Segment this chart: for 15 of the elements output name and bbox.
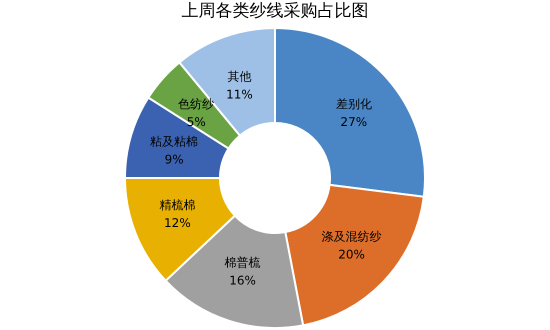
- data-label: 5%: [186, 114, 206, 129]
- slice-label: 其他: [227, 69, 252, 84]
- data-label: 16%: [229, 274, 256, 288]
- data-label: 11%: [226, 87, 253, 102]
- data-label: 12%: [164, 216, 191, 230]
- data-label: 27%: [340, 114, 368, 129]
- slice-label: 粘及粘棉: [150, 134, 198, 149]
- chart-title: 上周各类纱线采购占比图: [182, 1, 368, 21]
- data-label: 9%: [164, 152, 184, 167]
- slice-label: 涤及混纺纱: [322, 229, 382, 244]
- slice-label: 棉普梳: [224, 256, 261, 270]
- slice-label: 差别化: [336, 96, 372, 111]
- slice-label: 精梳棉: [159, 198, 196, 212]
- data-label: 20%: [338, 247, 365, 262]
- slice-label: 色纺纱: [178, 96, 214, 111]
